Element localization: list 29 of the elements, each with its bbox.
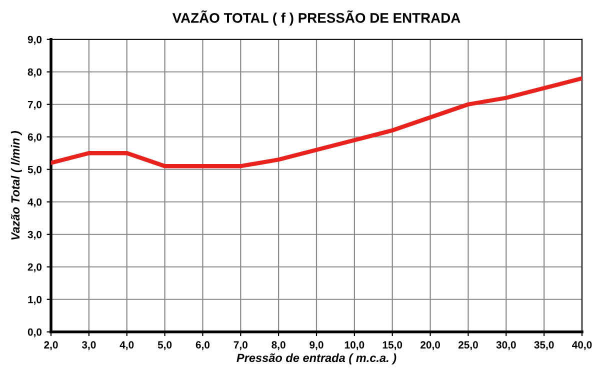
y-tick-label: 5,0 (28, 166, 42, 175)
x-tick-label: 20,0 (420, 341, 440, 350)
y-tick-label: 0,0 (28, 328, 42, 338)
y-axis-title: Vazão Total ( l/min ) (10, 130, 22, 240)
x-tick-label: 40,0 (572, 341, 592, 350)
x-tick-label: 5,0 (158, 341, 172, 350)
chart-title: VAZÃO TOTAL ( f ) PRESSÃO DE ENTRADA (172, 10, 460, 26)
y-tick-label: 9,0 (28, 36, 42, 45)
x-tick-label: 7,0 (234, 341, 248, 350)
y-tick-label: 4,0 (28, 198, 42, 208)
x-tick-label: 2,0 (44, 341, 58, 350)
x-tick-label: 8,0 (272, 341, 286, 350)
line-series (51, 76, 582, 168)
y-tick-label: 8,0 (28, 68, 42, 78)
x-tick-label: 15,0 (382, 341, 402, 350)
x-tick-label: 6,0 (196, 341, 210, 350)
x-tick-label: 35,0 (534, 341, 554, 350)
y-tick-label: 2,0 (28, 263, 42, 272)
y-tick-label: 1,0 (28, 296, 42, 305)
y-tick-label: 3,0 (28, 230, 42, 240)
x-axis-title: Pressão de entrada ( m.c.a. ) (236, 353, 396, 364)
y-tick-label: 7,0 (28, 100, 42, 110)
y-tick-label: 6,0 (28, 133, 42, 142)
x-tick-label: 30,0 (496, 341, 516, 350)
x-tick-label: 10,0 (344, 341, 364, 350)
x-tick-label: 9,0 (310, 341, 324, 350)
x-tick-label: 4,0 (120, 341, 134, 350)
x-tick-label: 3,0 (82, 341, 96, 350)
x-tick-label: 25,0 (458, 341, 478, 350)
